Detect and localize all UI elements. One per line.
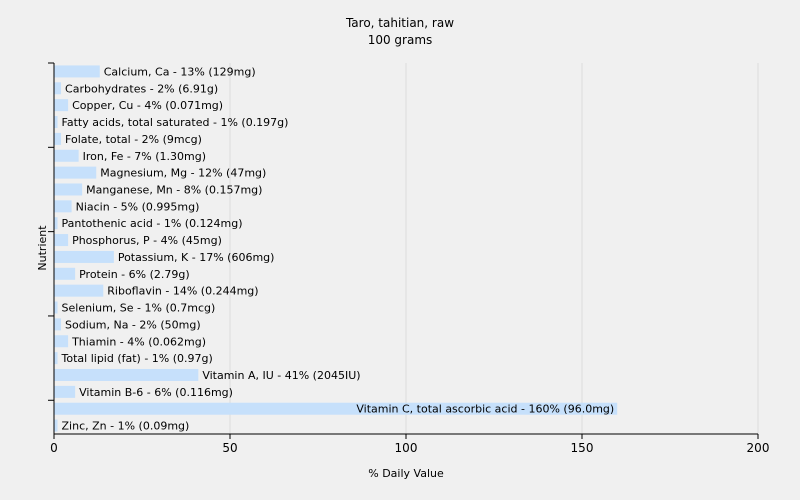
chart-title: Taro, tahitian, raw [345,16,454,30]
bar-label-15: Sodium, Na - 2% (50mg) [65,318,201,331]
x-tick-label-50: 50 [222,441,237,455]
bar-20 [54,402,618,415]
bar-4 [54,132,62,145]
bar-label-0: Calcium, Ca - 13% (129mg) [104,65,256,78]
bar-19 [54,385,76,398]
bar-label-3: Fatty acids, total saturated - 1% (0.197… [62,116,289,129]
grid-lines [229,63,759,434]
axes-group [48,62,759,439]
x-tick-labels: 0 50 100 150 200 [50,441,769,455]
bar-label-9: Pantothenic acid - 1% (0.124mg) [62,217,243,230]
x-tick-label-0: 0 [50,441,58,455]
bar-5 [54,149,79,162]
bar-label-21: Zinc, Zn - 1% (0.09mg) [62,420,190,433]
bar-label-19: Vitamin B-6 - 6% (0.116mg) [79,386,233,399]
bar-6 [54,166,97,179]
bar-label-6: Magnesium, Mg - 12% (47mg) [100,167,266,180]
bar-label-20: Vitamin C, total ascorbic acid - 160% (9… [356,403,614,416]
bar-15 [54,318,62,331]
bar-labels-group: Calcium, Ca - 13% (129mg) Carbohydrates -… [61,65,615,432]
bar-label-18: Vitamin A, IU - 41% (2045IU) [202,369,360,382]
x-tick-label-150: 150 [571,441,594,455]
bar-label-5: Iron, Fe - 7% (1.30mg) [83,150,206,163]
bar-11 [54,250,114,263]
bar-14 [54,301,58,314]
bar-label-4: Folate, total - 2% (9mcg) [65,133,202,146]
x-tick-label-200: 200 [747,441,770,455]
bar-0 [54,65,100,78]
bar-label-1: Carbohydrates - 2% (6.91g) [65,82,218,95]
bar-label-11: Potassium, K - 17% (606mg) [118,251,275,264]
bar-12 [54,267,76,280]
bar-1 [54,82,62,95]
bar-label-8: Niacin - 5% (0.995mg) [76,200,200,213]
bar-10 [54,234,69,247]
bar-16 [54,335,69,348]
bar-label-16: Thiamin - 4% (0.062mg) [71,335,206,348]
bar-18 [54,368,199,381]
chart-subtitle: 100 grams [368,33,433,47]
bar-21 [54,419,58,432]
bar-13 [54,284,104,297]
bar-7 [54,183,83,196]
bar-8 [54,200,72,213]
bar-label-13: Riboflavin - 14% (0.244mg) [107,285,258,298]
bar-label-12: Protein - 6% (2.79g) [79,268,190,281]
bar-2 [54,99,69,112]
bar-17 [54,352,58,365]
bars-group [54,65,618,432]
bar-3 [54,116,58,129]
x-axis-label: % Daily Value [368,467,444,480]
bar-label-14: Selenium, Se - 1% (0.7mcg) [62,302,216,315]
bar-label-7: Manganese, Mn - 8% (0.157mg) [86,183,262,196]
y-axis-label: Nutrient [36,225,49,271]
x-tick-label-100: 100 [395,441,418,455]
bar-9 [54,217,58,230]
bar-label-2: Copper, Cu - 4% (0.071mg) [72,99,223,112]
bar-label-10: Phosphorus, P - 4% (45mg) [72,234,222,247]
bar-label-17: Total lipid (fat) - 1% (0.97g) [61,352,213,365]
